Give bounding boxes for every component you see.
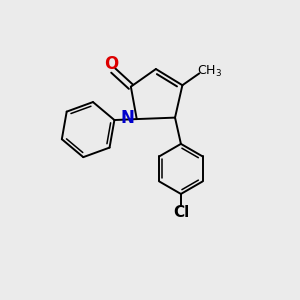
Text: O: O: [105, 55, 119, 73]
Text: Cl: Cl: [173, 205, 189, 220]
Text: CH$_3$: CH$_3$: [197, 64, 222, 80]
Text: N: N: [121, 109, 135, 127]
